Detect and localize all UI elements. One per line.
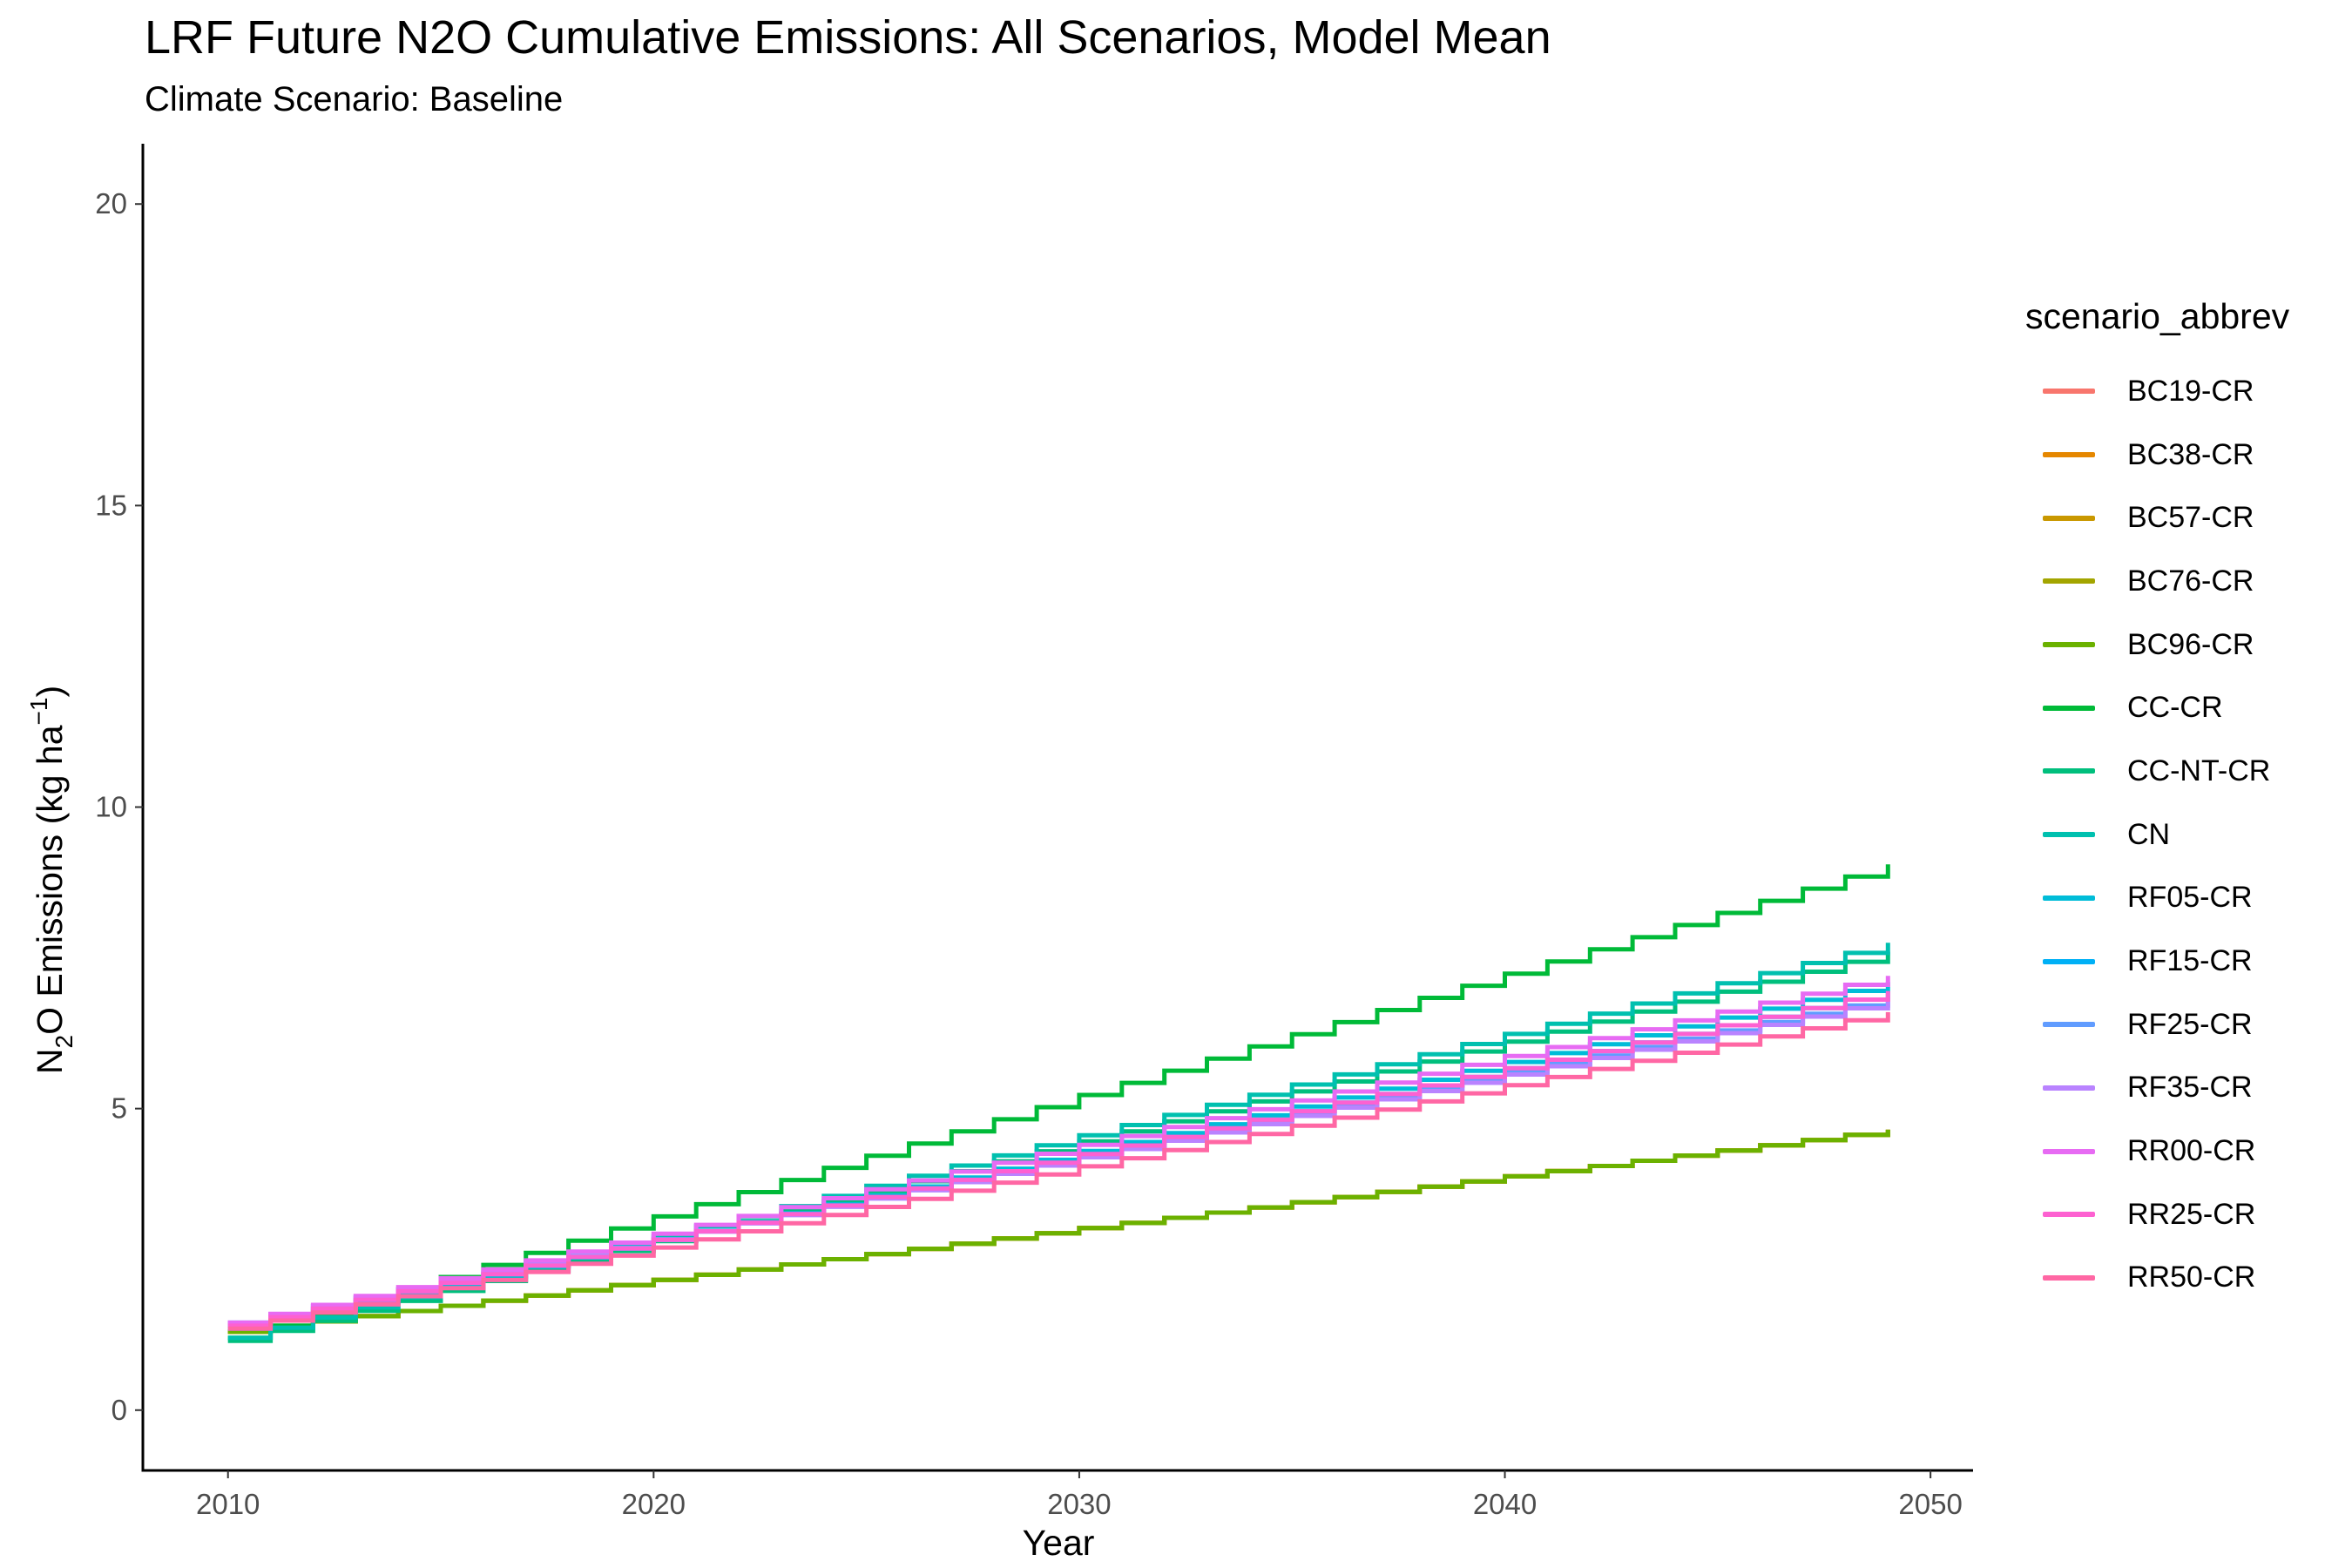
legend-label: RR50-CR — [2127, 1260, 2256, 1294]
x-tick-label: 2020 — [622, 1488, 686, 1520]
legend-item-bc76-cr: BC76-CR — [2025, 550, 2289, 613]
legend-title: scenario_abbrev — [2025, 296, 2290, 336]
legend-item-rf15-cr: RF15-CR — [2025, 929, 2289, 993]
legend-item-rf25-cr: RF25-CR — [2025, 993, 2289, 1057]
x-tick-label: 2010 — [196, 1488, 260, 1520]
legend-key — [2043, 1085, 2095, 1091]
series-line-cc-cr — [227, 864, 1890, 1341]
legend-label: RR00-CR — [2127, 1134, 2256, 1168]
legend-key — [2043, 705, 2095, 711]
legend-label: BC76-CR — [2127, 564, 2254, 598]
legend-label: BC96-CR — [2127, 627, 2254, 661]
legend-item-rr50-cr: RR50-CR — [2025, 1247, 2289, 1310]
chart-subtitle: Climate Scenario: Baseline — [145, 80, 564, 118]
series-line-rr50-cr — [227, 1011, 1890, 1331]
legend-label: RF05-CR — [2127, 881, 2253, 915]
legend-label: CN — [2127, 817, 2171, 851]
legend-item-bc38-cr: BC38-CR — [2025, 423, 2289, 487]
legend-key — [2043, 1212, 2095, 1218]
x-tick-label: 2040 — [1473, 1488, 1537, 1520]
x-tick-label: 2050 — [1898, 1488, 1962, 1520]
y-tick-label: 10 — [95, 791, 127, 823]
legend-item-cn: CN — [2025, 803, 2289, 867]
legend-label: CC-CR — [2127, 691, 2223, 725]
x-axis-ticks: 2010 2020 2030 2040 2050 — [196, 1470, 1963, 1520]
y-tick-label: 20 — [95, 187, 127, 220]
y-tick-label: 15 — [95, 489, 127, 521]
legend-item-bc96-cr: BC96-CR — [2025, 613, 2289, 677]
legend-label: RR25-CR — [2127, 1197, 2256, 1231]
legend-item-bc57-cr: BC57-CR — [2025, 486, 2289, 550]
legend-key — [2043, 1274, 2095, 1281]
chart-title: LRF Future N2O Cumulative Emissions: All… — [145, 11, 1551, 64]
legend-items: BC19-CR BC38-CR BC57-CR BC76-CR BC96-CR CC-CR… — [2025, 360, 2289, 1309]
legend-label: RF25-CR — [2127, 1007, 2253, 1041]
legend-key — [2043, 1148, 2095, 1154]
legend-key — [2043, 389, 2095, 395]
legend-item-cc-cr: CC-CR — [2025, 676, 2289, 740]
legend-item-bc19-cr: BC19-CR — [2025, 360, 2289, 423]
legend-key — [2043, 578, 2095, 585]
legend-key — [2043, 515, 2095, 521]
legend-item-rr00-cr: RR00-CR — [2025, 1119, 2289, 1183]
legend-key — [2043, 768, 2095, 774]
legend-item-cc-nt-cr: CC-NT-CR — [2025, 740, 2289, 803]
legend-key — [2043, 958, 2095, 964]
legend-label: BC57-CR — [2127, 501, 2254, 535]
legend-label: RF35-CR — [2127, 1071, 2253, 1105]
y-axis-title: N2O Emissions (kg ha−1) — [25, 686, 78, 1074]
legend-key — [2043, 452, 2095, 458]
series-line-bc96-cr — [227, 1129, 1890, 1335]
legend-key — [2043, 1022, 2095, 1028]
legend-label: RF15-CR — [2127, 944, 2253, 978]
legend-label: CC-NT-CR — [2127, 754, 2271, 787]
y-axis-ticks: 0 5 10 15 20 — [95, 187, 143, 1426]
y-tick-label: 5 — [112, 1092, 127, 1125]
legend-label: BC19-CR — [2127, 374, 2254, 408]
x-tick-label: 2030 — [1047, 1488, 1111, 1520]
legend: scenario_abbrev BC19-CR BC38-CR BC57-CR BC7… — [2025, 296, 2289, 1309]
legend-item-rf05-cr: RF05-CR — [2025, 867, 2289, 930]
legend-item-rr25-cr: RR25-CR — [2025, 1183, 2289, 1247]
legend-key — [2043, 832, 2095, 838]
y-tick-label: 0 — [112, 1394, 127, 1426]
legend-key — [2043, 642, 2095, 648]
legend-label: BC38-CR — [2127, 437, 2254, 471]
series-layer — [227, 864, 1890, 1343]
x-axis-title: Year — [1023, 1523, 1095, 1563]
legend-key — [2043, 895, 2095, 901]
legend-item-rf35-cr: RF35-CR — [2025, 1057, 2289, 1120]
